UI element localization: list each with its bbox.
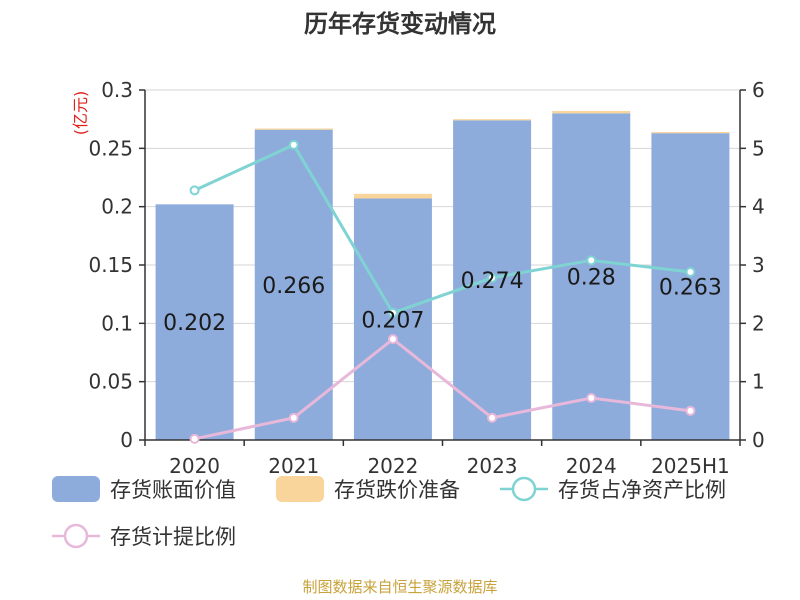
y-right-tick-label: 2 — [752, 311, 765, 335]
legend-label: 存货跌价准备 — [334, 478, 460, 502]
y-left-tick-label: 0.1 — [101, 311, 133, 335]
bars-group — [155, 111, 730, 440]
line-point — [487, 412, 498, 423]
y-right-tick-label: 5 — [752, 136, 765, 160]
line-point — [288, 412, 299, 423]
bar — [651, 132, 730, 134]
legend-label: 存货占净资产比例 — [558, 478, 726, 502]
bar-data-label: 0.274 — [461, 269, 524, 294]
legend-label: 存货计提比例 — [110, 525, 236, 549]
y-axis-unit-label: (亿元) — [71, 91, 90, 136]
bar — [353, 193, 432, 199]
series-line — [194, 337, 691, 441]
series-line — [193, 142, 691, 315]
bar — [651, 133, 730, 440]
legend-swatch — [52, 476, 100, 502]
bar — [254, 128, 333, 130]
bar — [254, 129, 333, 440]
bar-data-label: 0.263 — [659, 276, 722, 301]
x-tick-label: 2023 — [467, 454, 518, 478]
y-left-tick-label: 0.3 — [101, 78, 133, 102]
bar-data-label: 0.28 — [567, 266, 616, 291]
x-tick-label: 2024 — [566, 454, 617, 478]
line-point — [189, 185, 200, 196]
legend-marker — [63, 523, 89, 549]
y-left-tick-label: 0.25 — [88, 136, 133, 160]
bar — [353, 198, 432, 440]
x-tick-label: 2020 — [169, 454, 220, 478]
y-left-tick-label: 0 — [120, 428, 133, 452]
bar — [155, 204, 234, 440]
chart-title: 历年存货变动情况 — [304, 10, 496, 38]
bar — [552, 111, 631, 114]
y-left-tick-label: 0.15 — [88, 253, 133, 277]
x-tick-label: 2021 — [268, 454, 319, 478]
line-point — [685, 267, 696, 277]
line-point — [487, 272, 498, 283]
bar — [453, 119, 532, 121]
y-right-tick-label: 3 — [752, 253, 765, 277]
y-left-tick-label: 0.2 — [101, 195, 133, 219]
source-note: 制图数据来自恒生聚源数据库 — [302, 578, 497, 596]
line-point — [189, 433, 200, 444]
y-left-tick-label: 0.05 — [88, 370, 133, 394]
x-tick-label: 2025H1 — [651, 454, 730, 478]
legend-label: 存货账面价值 — [110, 478, 236, 502]
y-right-tick-label: 4 — [752, 195, 765, 219]
legend-swatch — [276, 476, 324, 502]
data-labels-group: 0.202 0.266 0.207 0.274 0.28 0.263 — [163, 266, 722, 337]
y-right-tick-label: 1 — [752, 370, 765, 394]
line-point — [685, 405, 696, 416]
line-point — [387, 334, 398, 345]
bar-data-label: 0.207 — [361, 308, 424, 333]
axes-group: 0 0.05 0.1 0.15 0.2 0.25 0.3 0 1 2 3 4 5 6 2020 2021 202… — [88, 78, 764, 478]
y-right-tick-label: 6 — [752, 78, 765, 102]
line-point — [288, 139, 299, 150]
bar — [552, 113, 631, 440]
lines-group — [189, 139, 696, 444]
line-point — [387, 307, 398, 318]
bar-data-label: 0.202 — [163, 311, 226, 336]
x-tick-label: 2022 — [367, 454, 418, 478]
bar-data-label: 0.266 — [262, 274, 325, 299]
gridlines — [145, 89, 740, 383]
legend-marker — [511, 476, 537, 502]
line-point — [586, 255, 597, 266]
line-point — [586, 393, 597, 403]
y-right-tick-label: 0 — [752, 428, 765, 452]
